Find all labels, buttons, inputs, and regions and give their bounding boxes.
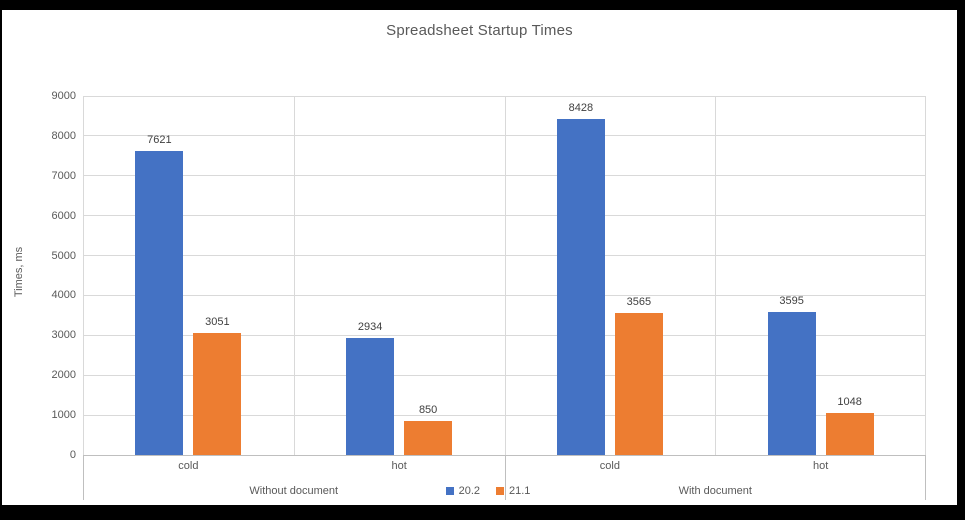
legend-item: 21.1 bbox=[496, 485, 530, 497]
bar-value-label: 2934 bbox=[357, 321, 383, 333]
gridline-vertical bbox=[925, 96, 926, 455]
category-label: cold bbox=[178, 460, 199, 472]
y-tick-label: 2000 bbox=[51, 369, 76, 382]
group-label: Without document bbox=[249, 485, 339, 497]
y-tick-label: 4000 bbox=[51, 289, 76, 302]
bar-20.2 bbox=[135, 151, 184, 455]
chart-title: Spreadsheet Startup Times bbox=[386, 22, 573, 39]
gridline-vertical bbox=[715, 96, 717, 455]
axis-separator bbox=[83, 455, 84, 500]
gridline-vertical bbox=[293, 96, 295, 455]
bar-value-label: 7621 bbox=[147, 134, 172, 146]
axis-separator bbox=[925, 455, 926, 500]
bar-21.1 bbox=[614, 313, 663, 455]
y-tick-label: 5000 bbox=[51, 249, 76, 262]
legend-swatch bbox=[496, 487, 504, 495]
y-tick-label: 7000 bbox=[51, 169, 76, 182]
bar-value-label: 8428 bbox=[568, 102, 594, 114]
category-label: hot bbox=[391, 460, 407, 472]
plot-area: 7621 2934 8428 3595 3051 850 3565 1048 bbox=[83, 95, 926, 456]
y-tick-label: 0 bbox=[69, 449, 76, 461]
bar-20.2 bbox=[556, 119, 605, 455]
bar-20.2 bbox=[346, 338, 395, 455]
bar-value-label: 3051 bbox=[205, 316, 230, 328]
y-tick-label: 8000 bbox=[51, 129, 76, 142]
bar-value-label: 3595 bbox=[779, 295, 804, 307]
legend-label: 21.1 bbox=[509, 485, 531, 497]
chart-canvas: Spreadsheet Startup Times Times, ms 0 100… bbox=[2, 10, 957, 505]
y-tick-label: 6000 bbox=[51, 209, 76, 222]
bar-value-label: 3565 bbox=[626, 296, 652, 308]
legend: 20.2 21.1 bbox=[368, 480, 608, 502]
y-tick-label: 1000 bbox=[51, 409, 76, 422]
category-label: hot bbox=[812, 460, 829, 472]
category-label: cold bbox=[599, 460, 620, 472]
legend-swatch bbox=[445, 487, 454, 495]
bar-value-label: 850 bbox=[418, 404, 438, 416]
gridline-vertical bbox=[83, 96, 84, 455]
gridline-vertical bbox=[504, 96, 506, 455]
y-axis-title: Times, ms bbox=[13, 246, 25, 298]
legend-item: 20.2 bbox=[445, 485, 480, 497]
group-label: With document bbox=[678, 485, 752, 497]
bar-21.1 bbox=[404, 421, 453, 455]
bar-value-label: 1048 bbox=[837, 396, 862, 408]
y-tick-label: 9000 bbox=[51, 90, 76, 102]
y-tick-label: 3000 bbox=[51, 329, 76, 342]
legend-label: 20.2 bbox=[458, 485, 480, 497]
bar-20.2 bbox=[767, 312, 816, 455]
bar-21.1 bbox=[825, 413, 874, 455]
bar-21.1 bbox=[193, 333, 242, 455]
axis-separator bbox=[504, 455, 506, 500]
